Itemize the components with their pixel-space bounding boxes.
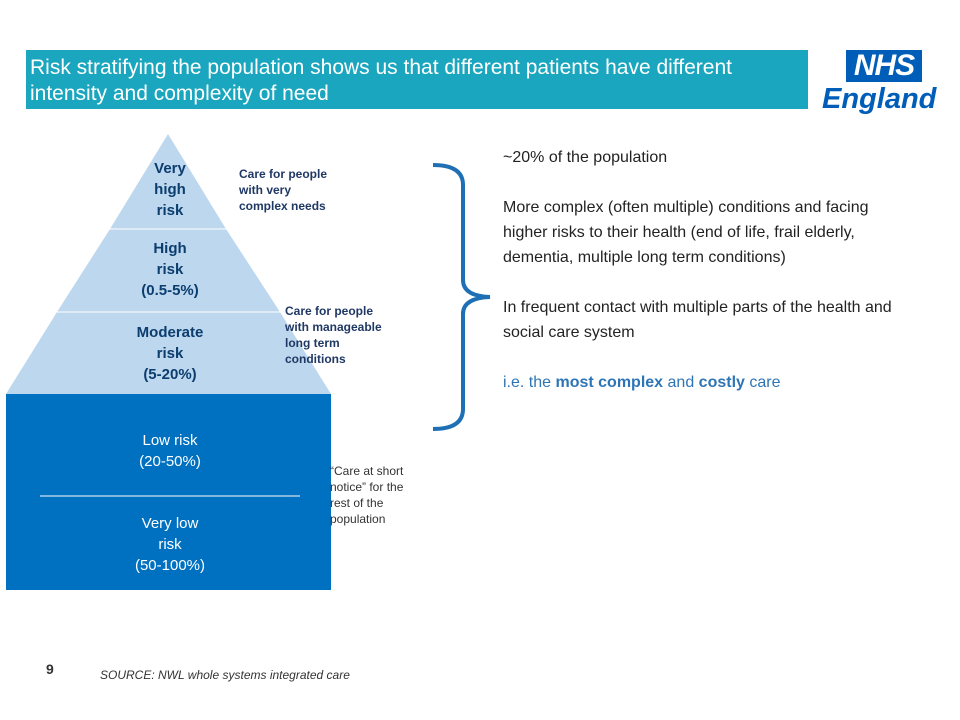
side-para-contact: In frequent contact with multiple parts … — [503, 299, 892, 341]
nhs-england-logo: NHS England — [822, 49, 937, 116]
pyramid-tier-low — [6, 394, 331, 496]
page-number: 9 — [46, 661, 54, 677]
nhs-logo-text: NHS — [853, 49, 915, 82]
side-description: ~20% of the population More complex (oft… — [503, 145, 903, 395]
tier-very-low-label: Very low risk (50-100%) — [134, 515, 206, 574]
side-line-population: ~20% of the population — [503, 149, 668, 166]
pyramid-tier-very-low — [6, 496, 331, 590]
england-logo-text: England — [822, 83, 937, 115]
title-bar: Risk stratifying the population shows us… — [26, 50, 808, 109]
caption-manageable-conditions: Care for people with manageable long ter… — [285, 304, 382, 366]
pyramid-tier-high — [57, 229, 280, 312]
tier-high-label: High risk (0.5-5%) — [141, 240, 199, 299]
tier-low-label: Low risk (20-50%) — [139, 432, 201, 470]
source-note: SOURCE: NWL whole systems integrated car… — [100, 668, 350, 682]
tier-very-high-label: Very high risk — [154, 160, 186, 219]
pyramid-tier-very-high — [110, 134, 226, 229]
brace — [432, 163, 491, 431]
caption-short-notice: “Care at short notice” for the rest of t… — [330, 464, 404, 526]
nhs-logo-box — [846, 50, 922, 82]
side-para-costly: i.e. the most complex and costly care — [503, 374, 781, 391]
caption-very-complex-needs: Care for people with very complex needs — [239, 167, 328, 213]
slide-title: Risk stratifying the population shows us… — [30, 56, 732, 105]
tier-moderate-label: Moderate risk (5-20%) — [136, 324, 204, 383]
side-para-complex: More complex (often multiple) conditions… — [503, 199, 869, 266]
pyramid-tier-moderate — [6, 312, 331, 394]
